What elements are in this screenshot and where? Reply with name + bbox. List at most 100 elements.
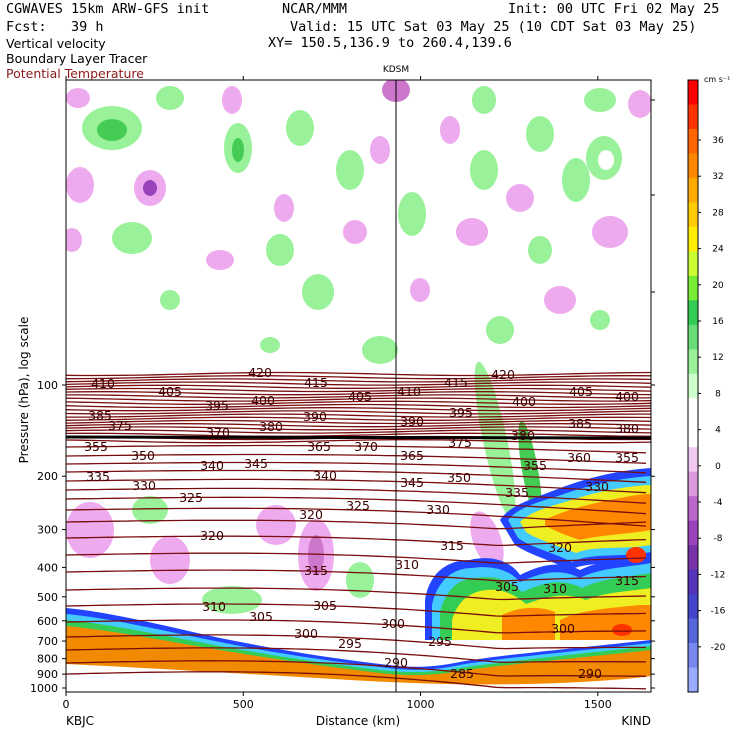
theta-label: 370: [206, 425, 230, 440]
theta-label: 330: [132, 478, 156, 493]
theta-contour: [66, 469, 647, 483]
downdraft-region: [506, 184, 534, 212]
downdraft-region: [370, 136, 390, 164]
downdraft-region: [66, 88, 90, 108]
theta-contour: [66, 419, 651, 425]
theta-contour: [66, 394, 651, 399]
field-potential-temperature: Potential Temperature: [6, 66, 144, 81]
theta-label: 320: [548, 540, 572, 555]
theta-label: 390: [303, 409, 327, 424]
updraft-region: [584, 88, 616, 112]
theta-contour: [66, 660, 647, 677]
updraft-region: [472, 86, 496, 114]
y-tick-label: 100: [37, 379, 58, 392]
theta-label: 400: [512, 394, 536, 409]
theta-label: 315: [304, 563, 328, 578]
theta-contour: [66, 461, 647, 474]
tracer-core: [502, 607, 555, 640]
theta-contour: [66, 587, 647, 601]
updraft-core: [97, 119, 127, 141]
downdraft-region: [410, 278, 430, 302]
updraft-region: [526, 116, 554, 152]
theta-contour: [66, 400, 651, 405]
colorbar-tick-label: 4: [715, 426, 721, 436]
theta-label: 380: [511, 428, 535, 443]
colorbar-swatch: [688, 153, 698, 179]
theta-contour: [66, 507, 647, 527]
colorbar-swatch: [688, 545, 698, 571]
theta-label: 390: [400, 414, 424, 429]
theta-contour: [66, 453, 647, 464]
theta-label: 395: [449, 405, 473, 420]
downdraft-region: [66, 167, 94, 203]
theta-label: 310: [202, 599, 226, 614]
y-tick-label: 300: [37, 524, 58, 537]
updraft-region: [398, 192, 426, 236]
downdraft-core: [143, 180, 157, 196]
theta-label: 400: [251, 393, 275, 408]
downdraft-core: [308, 535, 324, 575]
updraft-region: [132, 496, 168, 524]
theta-label: 305: [249, 609, 273, 624]
theta-label: 380: [615, 421, 639, 436]
updraft-region: [562, 158, 590, 202]
theta-label: 335: [505, 485, 529, 500]
updraft-region: [286, 110, 314, 146]
theta-label: 420: [491, 367, 515, 382]
downdraft-region: [592, 216, 628, 248]
colorbar-swatch: [688, 422, 698, 448]
y-tick-label: 700: [37, 635, 58, 648]
theta-label: 355: [615, 450, 639, 465]
neutral-gap: [598, 150, 614, 170]
theta-label: 315: [440, 538, 464, 553]
theta-contour: [66, 603, 647, 617]
x-axis-title: Distance (km): [316, 714, 400, 728]
valid-time: Valid: 15 UTC Sat 03 May 25 (10 CDT Sat …: [290, 19, 697, 35]
colorbar-swatch: [688, 520, 698, 546]
downdraft-region: [66, 228, 82, 252]
theta-label: 365: [307, 439, 331, 454]
init-time: Init: 00 UTC Fri 02 May 25: [508, 1, 720, 17]
colorbar-swatch: [688, 80, 698, 105]
colorbar-swatch: [688, 177, 698, 203]
updraft-region: [528, 236, 552, 264]
colorbar-swatch: [688, 594, 698, 620]
terrain: [66, 664, 651, 692]
theta-label: 410: [397, 384, 421, 399]
colorbar: 36 32 28 24 20 16 12 8 4 0 -4 -8 -12 -16 -20: [687, 79, 726, 693]
colorbar-tick-label: -4: [714, 498, 723, 508]
theta-label: 310: [543, 581, 567, 596]
downdraft-region: [470, 511, 504, 569]
theta-label: 320: [200, 528, 224, 543]
theta-contour: [66, 487, 647, 504]
theta-contour: [66, 371, 651, 377]
colorbar-swatch: [688, 471, 698, 497]
y-tick-label: 200: [37, 470, 58, 483]
colorbar-tick-label: -20: [711, 643, 726, 653]
colorbar-tick-label: -12: [711, 570, 726, 580]
updraft-region: [266, 234, 294, 266]
updraft-region: [486, 316, 514, 344]
colorbar-tick-label: -8: [714, 534, 723, 544]
theta-label: 405: [158, 384, 182, 399]
theta-label: 305: [313, 598, 337, 613]
theta-label: 325: [179, 490, 203, 505]
colorbar-tick-label: 16: [712, 317, 724, 327]
x-tick-label: 1000: [407, 698, 435, 711]
theta-contour: [66, 496, 647, 515]
theta-label: 385: [568, 416, 592, 431]
theta-label: 340: [313, 468, 337, 483]
downdraft-region: [544, 286, 576, 314]
theta-contour: [66, 634, 646, 650]
theta-label: 315: [615, 573, 639, 588]
colorbar-swatch: [688, 373, 698, 399]
colorbar-swatch: [688, 251, 698, 277]
theta-label: 405: [569, 384, 593, 399]
colorbar-swatch: [688, 349, 698, 375]
x-axis: 0 500 1000 1500: [63, 76, 612, 711]
colorbar-tick-label: 0: [715, 462, 721, 472]
theta-label: 345: [244, 456, 268, 471]
theta-contour: [66, 619, 647, 634]
